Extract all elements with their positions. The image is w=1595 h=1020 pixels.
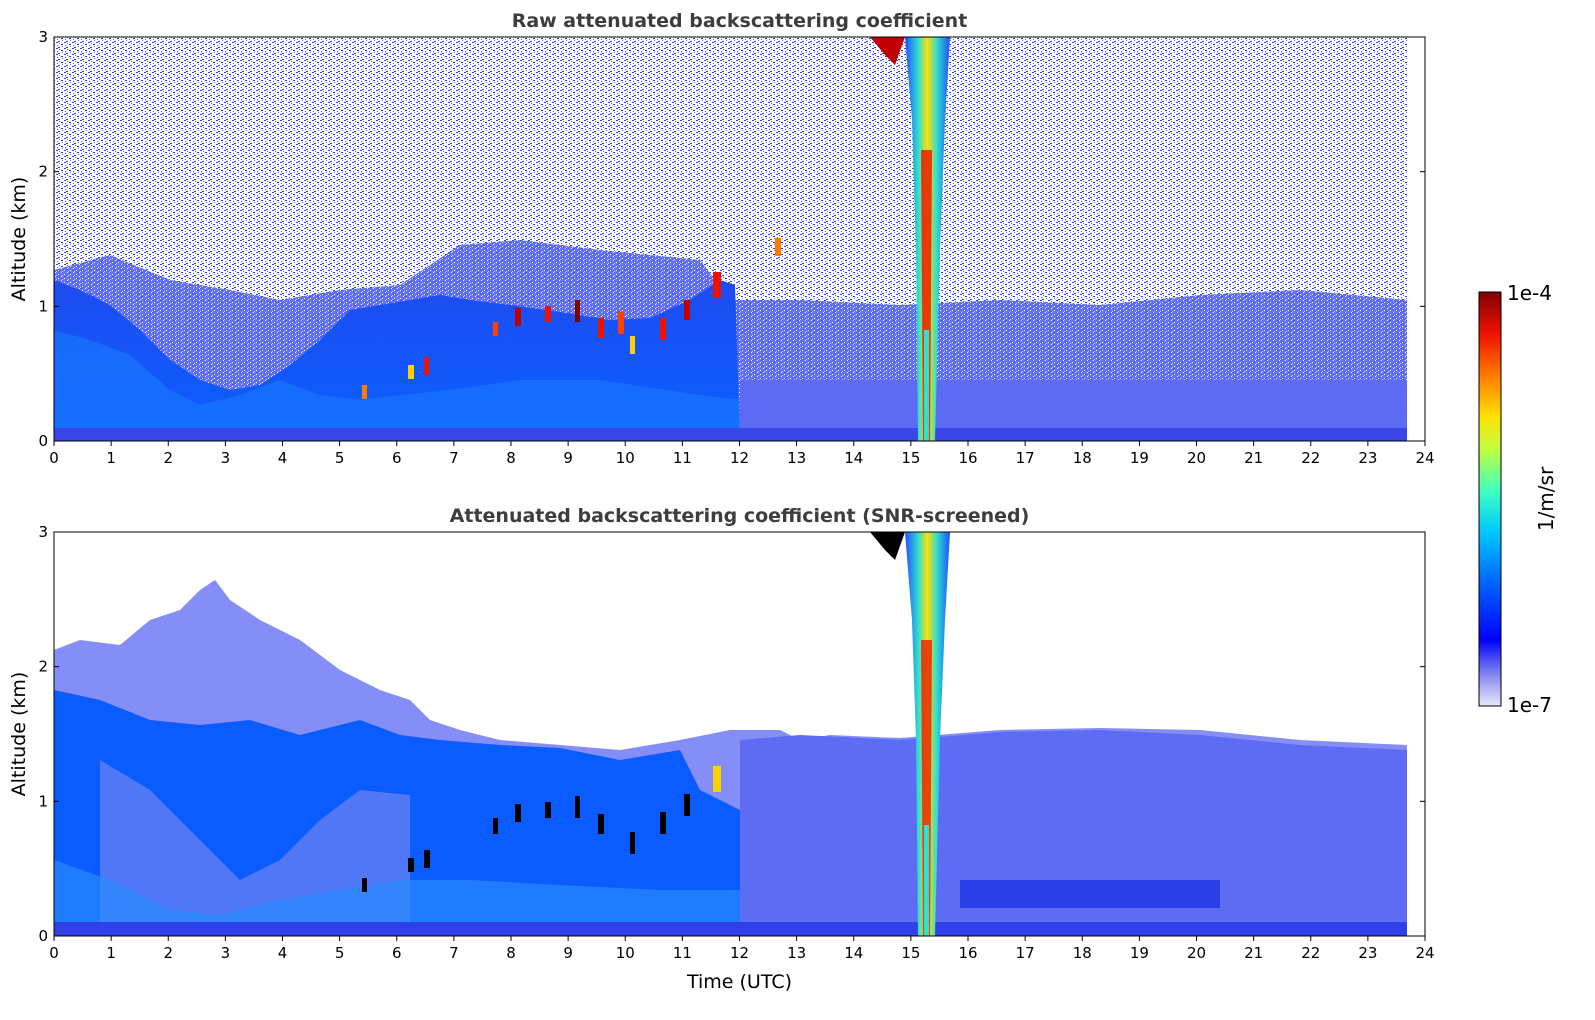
y-tick-label: 3	[38, 28, 48, 46]
x-tick-label: 19	[1130, 449, 1149, 467]
panel1-surface-band	[54, 428, 1407, 441]
x-tick-label: 2	[163, 449, 173, 467]
x-tick-label: 7	[449, 944, 459, 962]
x-tick-label: 22	[1301, 449, 1320, 467]
panel2-afternoon-dense-band	[960, 880, 1220, 908]
x-tick-label: 5	[335, 449, 345, 467]
x-tick-label: 3	[221, 449, 231, 467]
panel1-y-label: Altitude (km)	[8, 177, 30, 302]
x-tick-label: 24	[1415, 449, 1434, 467]
x-tick-label: 17	[1016, 449, 1035, 467]
x-tick-label: 6	[392, 944, 402, 962]
x-tick-label: 22	[1301, 944, 1320, 962]
colorbar: 1e-4 1e-7 1/m/sr	[1478, 281, 1558, 717]
x-tick-label: 23	[1358, 449, 1377, 467]
x-tick-label: 14	[844, 449, 863, 467]
x-tick-label: 10	[616, 944, 635, 962]
panel2-precipitation-column	[870, 532, 950, 936]
x-tick-label: 18	[1073, 449, 1092, 467]
panel2-surface-aerosol	[54, 860, 740, 936]
x-tick-label: 2	[163, 944, 173, 962]
y-tick-label: 2	[38, 658, 48, 676]
panel2-afternoon-layer	[740, 730, 1407, 936]
x-tick-label: 7	[449, 449, 459, 467]
panel2-y-ticks: 0 1 2 3	[38, 523, 1425, 945]
colorbar-min-label: 1e-7	[1507, 693, 1552, 717]
x-tick-label: 10	[616, 449, 635, 467]
panel1-precipitation-column	[905, 37, 950, 441]
x-tick-label: 16	[958, 944, 977, 962]
x-tick-label: 0	[49, 944, 59, 962]
panel2-y-label: Altitude (km)	[8, 672, 30, 797]
y-tick-label: 3	[38, 523, 48, 541]
x-tick-label: 8	[506, 449, 516, 467]
x-tick-label: 18	[1073, 944, 1092, 962]
x-tick-label: 24	[1415, 944, 1434, 962]
x-tick-label: 21	[1244, 449, 1263, 467]
panel1-y-ticks: 0 1 2 3	[38, 28, 1425, 450]
colorbar-unit-label: 1/m/sr	[1534, 466, 1558, 531]
panel2-plot	[54, 532, 1407, 936]
panel2-surface-band	[54, 922, 1407, 936]
panel2-x-ticks: 0 1 2 3 4 5 6 7 8 9 10 11 12 13 14 15 16 17 18 19 20 21 22 23 24	[49, 936, 1435, 962]
x-tick-label: 4	[278, 449, 288, 467]
panel2-title: Attenuated backscattering coefficient (S…	[450, 505, 1030, 527]
y-tick-label: 0	[38, 927, 48, 945]
y-tick-label: 1	[38, 792, 48, 810]
panel1-x-ticks: 0 1 2 3 4 5 6 7 8 9 10 11 12 13 14 15 16 17 18 19 20 21 22 23 24	[49, 441, 1435, 467]
colorbar-max-label: 1e-4	[1507, 281, 1552, 305]
x-tick-label: 19	[1130, 944, 1149, 962]
x-tick-label: 20	[1187, 449, 1206, 467]
panel1-surface-aerosol	[54, 330, 740, 441]
x-axis-label: Time (UTC)	[686, 971, 792, 993]
x-tick-label: 17	[1016, 944, 1035, 962]
x-tick-label: 14	[844, 944, 863, 962]
x-tick-label: 1	[106, 449, 116, 467]
x-tick-label: 5	[335, 944, 345, 962]
panel1-title: Raw attenuated backscattering coefficien…	[512, 10, 968, 32]
x-tick-label: 9	[563, 944, 573, 962]
x-tick-label: 13	[787, 944, 806, 962]
x-tick-label: 8	[506, 944, 516, 962]
x-tick-label: 11	[673, 944, 692, 962]
x-tick-label: 1	[106, 944, 116, 962]
x-tick-label: 21	[1244, 944, 1263, 962]
y-tick-label: 1	[38, 297, 48, 315]
x-tick-label: 9	[563, 449, 573, 467]
panel1-plot	[54, 37, 1407, 441]
x-tick-label: 13	[787, 449, 806, 467]
x-tick-label: 12	[730, 449, 749, 467]
panel1-cloud-bases	[362, 37, 905, 399]
x-tick-label: 23	[1358, 944, 1377, 962]
x-tick-label: 15	[901, 449, 920, 467]
x-tick-label: 15	[901, 944, 920, 962]
x-tick-label: 20	[1187, 944, 1206, 962]
y-tick-label: 2	[38, 163, 48, 181]
x-tick-label: 3	[221, 944, 231, 962]
x-tick-label: 0	[49, 449, 59, 467]
x-tick-label: 16	[958, 449, 977, 467]
x-tick-label: 11	[673, 449, 692, 467]
colorbar-gradient	[1478, 291, 1502, 707]
panel2-cloud-bases	[362, 766, 721, 892]
y-tick-label: 0	[38, 432, 48, 450]
x-tick-label: 6	[392, 449, 402, 467]
x-tick-label: 12	[730, 944, 749, 962]
x-tick-label: 4	[278, 944, 288, 962]
